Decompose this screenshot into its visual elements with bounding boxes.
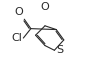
Text: Cl: Cl [11, 33, 22, 43]
Text: S: S [56, 45, 63, 55]
Text: O: O [14, 7, 23, 17]
Text: O: O [41, 2, 49, 12]
